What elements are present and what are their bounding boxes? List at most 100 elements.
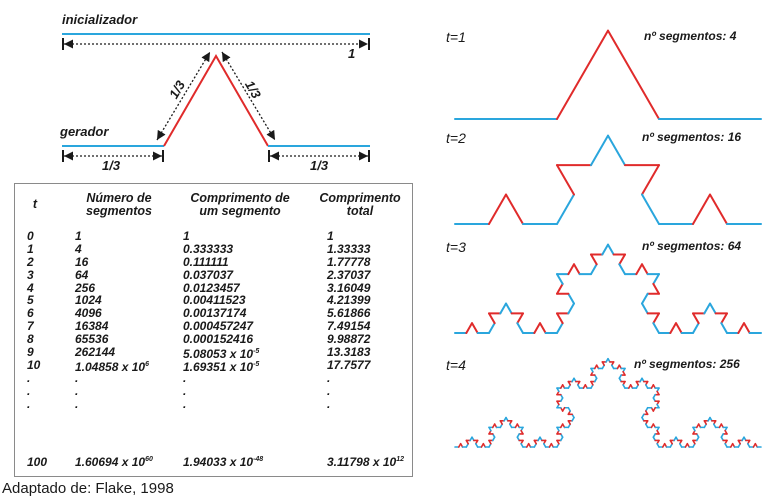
koch-segment-t3 — [556, 273, 564, 285]
table-cell-segments: 16384 — [75, 319, 109, 334]
koch-segment-t3 — [709, 302, 717, 315]
table-ellipsis: . — [27, 383, 31, 398]
koch-segment-t2 — [488, 193, 507, 225]
koch-segment-t3 — [505, 302, 513, 315]
koch-segment-t2 — [692, 193, 711, 225]
koch-segment-t2 — [641, 164, 660, 196]
koch-segment-t3 — [567, 263, 575, 276]
table-ellipsis: . — [183, 396, 187, 411]
iteration-1-segments: nº segmentos: 4 — [644, 29, 737, 43]
table-cell-length: 0.000152416 — [183, 332, 254, 347]
column-length: 1 0.333333 0.111111 0.037037 0.0123457 0.0041… — [183, 230, 259, 410]
koch-segment-t2 — [505, 193, 524, 225]
generator-label: gerador — [60, 124, 109, 139]
table-cell-t: 10 — [27, 357, 41, 372]
iteration-4-label: t=4 — [446, 357, 466, 373]
table-cell-total: 1.77778 — [327, 254, 371, 269]
iteration-3-segments: nº segmentos: 64 — [642, 239, 742, 253]
table-cell-t: 3 — [27, 267, 34, 282]
table-ellipsis: . — [327, 383, 331, 398]
table-cell-t: 0 — [27, 229, 34, 243]
koch-segment-t3 — [692, 312, 700, 325]
table-cell-length: 0.000457247 — [183, 319, 254, 334]
table-cell-length: 0.333333 — [183, 241, 234, 256]
table-cell-t: 6 — [27, 306, 34, 321]
table-cell-length: 5.08053 x 10-5 — [183, 347, 260, 362]
koch-segment-t3 — [703, 302, 711, 315]
koch-segment-t3 — [516, 322, 524, 334]
koch-segment-t2 — [556, 164, 575, 196]
iteration-2-segments: nº segmentos: 16 — [642, 130, 742, 144]
koch-segment-t3 — [567, 292, 575, 305]
koch-segment-t3 — [499, 302, 507, 315]
table-cell-length: 1.69351 x 10-5 — [183, 359, 260, 374]
koch-segment-t3 — [533, 322, 541, 334]
iteration-1-label: t=1 — [446, 29, 466, 45]
table-cell-total: 7.49154 — [327, 319, 371, 334]
initializer-label: inicializador — [62, 12, 138, 27]
koch-segment-t2 — [607, 134, 626, 167]
last-row-total: 3.11798 x 1012 — [327, 455, 404, 469]
koch-segment-t1 — [556, 29, 609, 120]
koch-segment-t3 — [720, 322, 728, 334]
koch-segment-t3 — [641, 292, 649, 305]
koch-segment-t3 — [567, 302, 575, 315]
table-cell-segments: 262144 — [75, 345, 116, 360]
table-ellipsis: . — [75, 396, 79, 411]
koch-segment-t2 — [641, 193, 660, 225]
koch-segment-t3 — [652, 322, 660, 334]
last-row-segments: 1.60694 x 1060 — [75, 455, 153, 469]
koch-segment-t3 — [590, 263, 598, 276]
koch-segment-t2 — [709, 193, 728, 225]
source-caption: Adaptado de: Flake, 1998 — [2, 480, 174, 497]
table-ellipsis: . — [75, 370, 79, 385]
table-cell-segments: 1024 — [75, 293, 102, 308]
table-cell-total: 13.3183 — [327, 345, 371, 360]
koch-segment-t3 — [601, 243, 609, 256]
header-t: t — [32, 197, 38, 211]
table-cell-segments: 1.04858 x 106 — [75, 359, 149, 374]
table-cell-total: 1.33333 — [327, 241, 371, 256]
header-segments: Número de segmentos — [86, 191, 152, 218]
iteration-3-label: t=3 — [446, 239, 466, 255]
koch-data-table: t Número de segmentos Comprimento de um … — [14, 183, 413, 477]
column-segments: 1 4 16 64 256 1024 4096 16384 65536 262144 1.04858… — [75, 230, 149, 410]
koch-segment-t3 — [539, 322, 547, 334]
table-cell-t: 2 — [27, 254, 34, 269]
koch-segment-t3 — [465, 322, 473, 334]
koch-segment-t3 — [652, 282, 660, 295]
koch-segment-t3 — [607, 243, 615, 256]
table-cell-segments: 4 — [75, 241, 82, 256]
koch-segment-t3 — [556, 312, 564, 325]
koch-segment-t3 — [635, 263, 643, 276]
table-cell-segments: 4096 — [75, 306, 102, 321]
last-row-t: 100 — [27, 455, 48, 469]
table-cell-total: 2.37037 — [327, 267, 371, 282]
table-ellipsis: . — [75, 383, 79, 398]
table-cell-length: 0.00411523 — [183, 293, 246, 308]
table-cell-length: 0.037037 — [183, 267, 234, 282]
koch-segment-t3 — [641, 263, 649, 276]
table-cell-t: 1 — [27, 241, 34, 256]
column-t: 0 1 2 3 4 5 6 7 8 9 10... — [27, 230, 40, 410]
table-cell-t: 7 — [27, 319, 34, 334]
table-cell-length: 0.00137174 — [183, 306, 247, 321]
table-cell-t: 4 — [27, 280, 34, 295]
table-cell-segments: 65536 — [75, 332, 109, 347]
koch-segment-t3 — [692, 322, 700, 334]
koch-segment-t3 — [590, 253, 598, 266]
koch-segment-t3 — [618, 253, 626, 266]
table-cell-length: 0.0123457 — [183, 280, 240, 295]
table-cell-t: 8 — [27, 332, 34, 347]
iteration-4-segments: nº segmentos: 256 — [634, 357, 740, 371]
table-cell-length: 0.111111 — [183, 254, 229, 269]
koch-segment-t3 — [471, 322, 479, 334]
table-cell-total: 17.7577 — [327, 357, 371, 372]
table-ellipsis: . — [327, 370, 331, 385]
koch-segment-t3 — [556, 322, 564, 334]
table-ellipsis: . — [27, 396, 31, 411]
header-length: Comprimento de um segmento — [190, 191, 290, 218]
table-cell-total: 1 — [327, 229, 334, 243]
